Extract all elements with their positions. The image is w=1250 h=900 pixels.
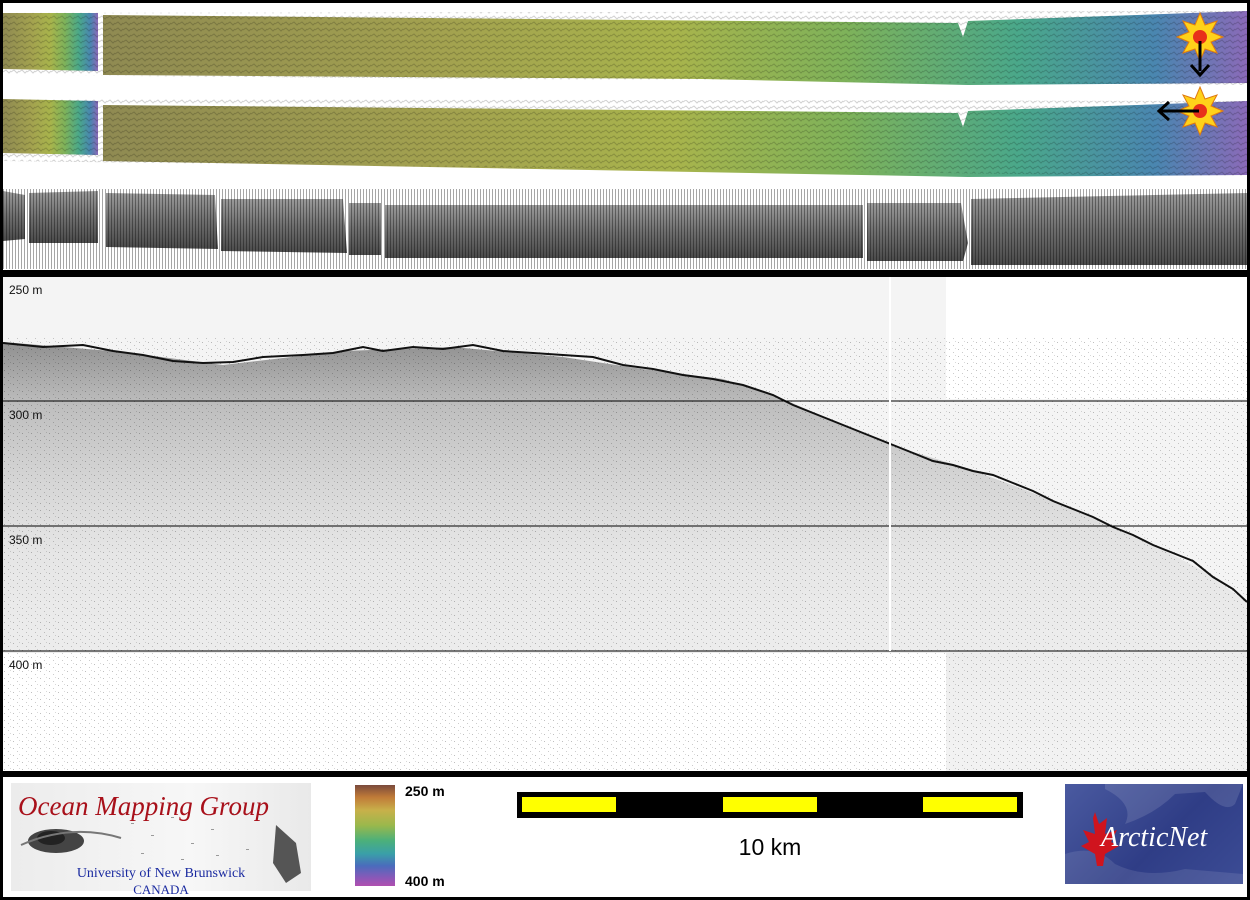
scale-segment (723, 797, 817, 812)
scale-segment (923, 797, 1017, 812)
sun-marker-icon (1175, 85, 1225, 137)
backscatter-strip (3, 189, 1247, 269)
logo-country: CANADA (133, 882, 189, 897)
depth-colorbar (355, 785, 395, 886)
swath-strips (3, 11, 1247, 269)
legend-panel: Ocean Mapping Group University of New Br… (3, 777, 1247, 897)
profile-image (3, 277, 1247, 771)
arcticnet-text: ArcticNet (1101, 822, 1208, 853)
depth-label-400: 400 m (9, 658, 43, 672)
seafloor-reflector (3, 342, 1247, 603)
bathymetry-strip-2 (3, 99, 1247, 177)
depth-label-300: 300 m (9, 408, 43, 422)
logo-subtitle: University of New Brunswick (76, 866, 246, 881)
subbottom-profile-panel: 250 m 300 m 350 m 400 m (3, 277, 1247, 771)
logo-title: Ocean Mapping Group (18, 791, 269, 821)
arrow-left-icon (1156, 100, 1199, 122)
colorbar-bottom-label: 400 m (405, 873, 445, 889)
scale-bar-label: 10 km (738, 834, 802, 860)
colorbar-top-label: 250 m (405, 783, 445, 799)
arcticnet-logo: ArcticNet (1065, 784, 1243, 884)
scale-segment (522, 797, 616, 812)
swath-panel (3, 3, 1247, 270)
depth-label-350: 350 m (9, 533, 43, 547)
maple-leaf-icon (1081, 812, 1119, 866)
arrow-down-icon (1189, 41, 1211, 78)
arctic-map-icon (1065, 784, 1243, 884)
bathymetry-strip-1 (3, 11, 1247, 85)
scale-bar (517, 792, 1023, 818)
ocean-mapping-group-logo: Ocean Mapping Group University of New Br… (11, 783, 311, 897)
depth-label-250: 250 m (9, 283, 43, 297)
sonar-image-icon (20, 813, 301, 883)
